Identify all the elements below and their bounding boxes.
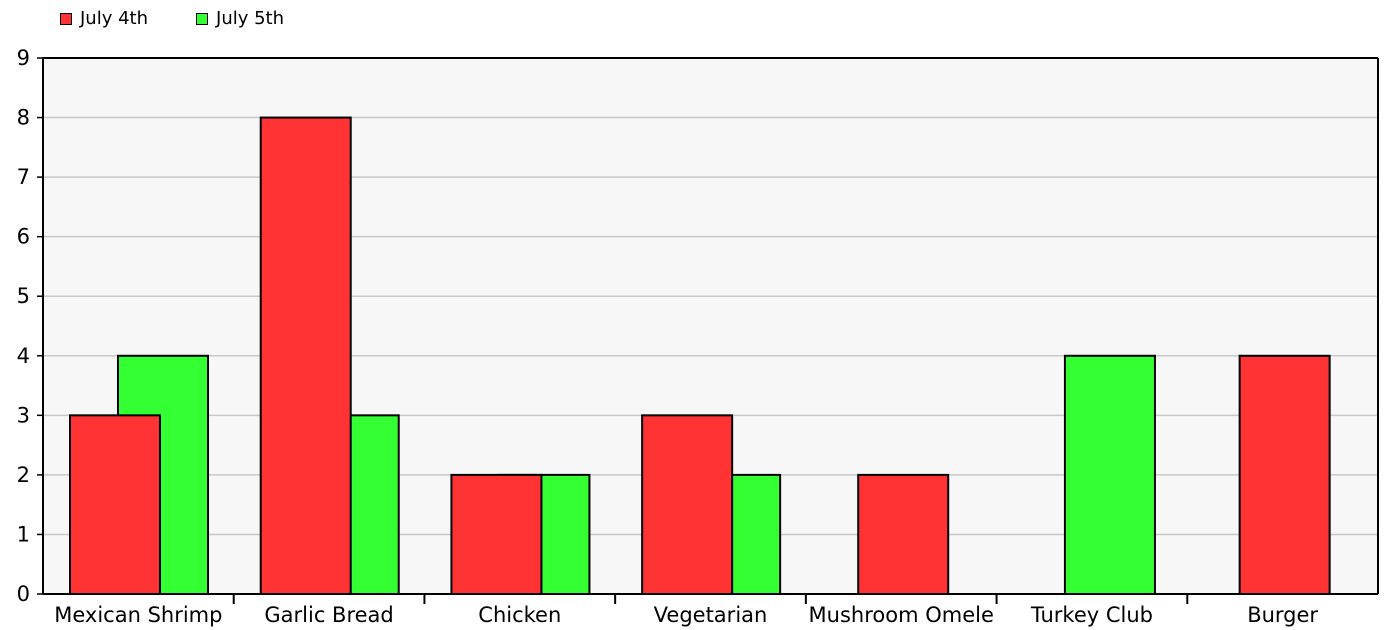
x-tick-label: Mushroom Omele xyxy=(809,603,994,627)
legend-swatch-july-4th xyxy=(60,12,72,25)
x-tick-label: Vegetarian xyxy=(654,603,768,627)
legend-item-july-4th: July 4th xyxy=(60,8,148,29)
legend-swatch-july-5th xyxy=(196,12,209,25)
y-tick-label: 5 xyxy=(17,284,30,308)
legend-item-july-5th: July 5th xyxy=(196,8,284,29)
bar-july-4th xyxy=(259,116,352,596)
y-tick-label: 8 xyxy=(17,106,30,130)
x-tick-label: Burger xyxy=(1247,603,1318,627)
axes xyxy=(42,57,1379,595)
x-tick-label: Turkey Club xyxy=(1030,603,1153,627)
x-tick-labels: Mexican Shrimp Garlic Bread Chicken Vegetar… xyxy=(54,594,1318,627)
y-tick-label: 9 xyxy=(17,46,30,70)
y-tick-label: 0 xyxy=(17,582,30,606)
x-tick-label: Mexican Shrimp xyxy=(54,603,222,627)
x-tick-label: Chicken xyxy=(478,603,561,627)
bar-july-4th xyxy=(857,473,950,595)
bar-july-4th xyxy=(1238,354,1331,595)
y-tick-label: 2 xyxy=(17,463,30,487)
x-tick-label: Garlic Bread xyxy=(264,603,393,627)
y-tick-label: 3 xyxy=(17,403,30,427)
legend-label-july-5th: July 5th xyxy=(216,8,285,29)
bar-july-4th xyxy=(450,473,543,595)
y-tick-label: 4 xyxy=(17,344,30,368)
legend: July 4th July 5th xyxy=(60,8,284,29)
y-tick-label: 7 xyxy=(17,165,30,189)
bar-july-4th xyxy=(641,414,734,596)
y-tick-label: 1 xyxy=(17,522,30,546)
bar-july-4th xyxy=(69,414,161,596)
y-tick-labels: 0 1 2 3 4 5 6 7 8 9 xyxy=(17,46,43,606)
bar-july-5th xyxy=(1063,354,1156,595)
legend-label-july-4th: July 4th xyxy=(80,8,149,29)
y-tick-label: 6 xyxy=(17,225,30,249)
bars xyxy=(69,116,1331,596)
